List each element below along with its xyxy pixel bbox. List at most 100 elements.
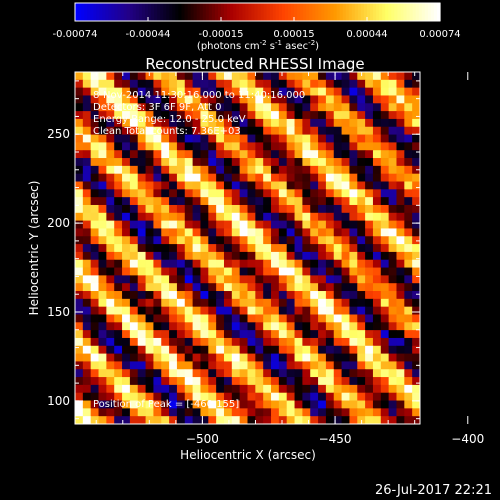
heatmap-cell xyxy=(255,251,264,261)
heatmap-cell xyxy=(90,337,99,347)
heatmap-cell xyxy=(75,345,84,354)
heatmap-cell xyxy=(286,384,295,394)
heatmap-cell xyxy=(192,384,201,394)
heatmap-cell xyxy=(129,384,139,394)
heatmap-cell xyxy=(286,322,295,331)
heatmap-cell xyxy=(333,173,342,182)
heatmap-cell xyxy=(310,306,319,315)
heatmap-cell xyxy=(325,228,335,237)
heatmap-cell xyxy=(90,158,99,167)
heatmap-cell xyxy=(114,267,123,276)
heatmap-cell xyxy=(271,251,280,261)
heatmap-cell xyxy=(341,377,350,386)
heatmap-cell xyxy=(349,189,358,198)
heatmap-cell xyxy=(278,314,288,323)
heatmap-cell xyxy=(412,150,421,159)
heatmap-cell xyxy=(271,314,280,323)
heatmap-cell xyxy=(318,118,327,128)
heatmap-cell xyxy=(255,337,264,347)
heatmap-cell xyxy=(122,189,131,198)
heatmap-cell xyxy=(302,173,311,182)
heatmap-cell xyxy=(82,314,92,323)
heatmap-cell xyxy=(106,79,115,89)
heatmap-cell xyxy=(380,267,390,276)
heatmap-cell xyxy=(302,142,311,151)
heatmap-cell xyxy=(263,87,272,96)
heatmap-cell xyxy=(208,134,217,143)
heatmap-cell xyxy=(302,118,311,128)
heatmap-cell xyxy=(216,298,225,308)
heatmap-cell xyxy=(129,275,139,284)
heatmap-cell xyxy=(341,306,350,315)
heatmap-cell xyxy=(341,384,350,394)
heatmap-cell xyxy=(278,103,288,112)
heatmap-cell xyxy=(372,353,382,362)
heatmap-cell xyxy=(122,298,131,308)
heatmap-cell xyxy=(318,181,327,190)
heatmap-cell xyxy=(278,87,288,96)
heatmap-cell xyxy=(294,118,303,128)
heatmap-cell xyxy=(223,384,233,394)
heatmap-cell xyxy=(271,353,280,362)
heatmap-cell xyxy=(247,392,256,401)
heatmap-cell xyxy=(223,259,233,268)
heatmap-cell xyxy=(255,369,264,378)
heatmap-cell xyxy=(231,384,241,394)
colorbar-segment xyxy=(230,3,234,21)
heatmap-cell xyxy=(263,220,272,229)
heatmap-cell xyxy=(82,353,92,362)
heatmap-cell xyxy=(208,259,217,268)
heatmap-cell xyxy=(380,165,390,175)
heatmap-cell xyxy=(325,251,335,261)
heatmap-cell xyxy=(372,95,382,104)
heatmap-cell xyxy=(263,291,272,300)
heatmap-cell xyxy=(365,212,374,222)
heatmap-cell xyxy=(169,126,178,135)
heatmap-cell xyxy=(357,126,366,135)
heatmap-cell xyxy=(286,87,295,96)
heatmap-cell xyxy=(310,408,319,417)
heatmap-cell xyxy=(396,197,405,206)
heatmap-cell xyxy=(176,384,186,394)
heatmap-cell xyxy=(176,291,186,300)
heatmap-cell xyxy=(98,384,107,394)
heatmap-cell xyxy=(278,384,288,394)
colorbar-segment xyxy=(117,3,122,21)
heatmap-cell xyxy=(176,150,186,159)
heatmap-cell xyxy=(286,259,295,268)
heatmap-cell xyxy=(176,72,186,81)
heatmap-cell xyxy=(404,95,413,104)
heatmap-cell xyxy=(271,204,280,214)
heatmap-cell xyxy=(200,298,209,308)
heatmap-cell xyxy=(247,95,256,104)
heatmap-cell xyxy=(302,291,311,300)
heatmap-cell xyxy=(208,298,217,308)
colorbar-segment xyxy=(315,3,319,21)
heatmap-cell xyxy=(114,353,123,362)
heatmap-cell xyxy=(412,142,421,151)
heatmap-cell xyxy=(372,197,382,206)
heatmap-cell xyxy=(247,204,256,214)
heatmap-cell xyxy=(239,158,248,167)
heatmap-cell xyxy=(286,392,295,401)
heatmap-cell xyxy=(114,111,123,120)
heatmap-cell xyxy=(216,400,225,409)
heatmap-cell xyxy=(302,392,311,401)
heatmap-cell xyxy=(153,118,162,128)
colorbar-segment xyxy=(424,3,429,21)
heatmap-cell xyxy=(153,220,162,229)
heatmap-cell xyxy=(216,189,225,198)
heatmap-cell xyxy=(137,392,146,401)
heatmap-cell xyxy=(137,158,146,167)
heatmap-cell xyxy=(82,291,92,300)
heatmap-cell xyxy=(247,298,256,308)
heatmap-cell xyxy=(357,322,366,331)
heatmap-cell xyxy=(294,298,303,308)
heatmap-cell xyxy=(239,220,248,229)
heatmap-cell xyxy=(396,361,405,370)
heatmap-cell xyxy=(247,377,256,386)
colorbar-segment xyxy=(327,3,332,21)
heatmap-cell xyxy=(255,181,264,190)
heatmap-cell xyxy=(388,259,397,268)
heatmap-cell xyxy=(341,220,350,229)
